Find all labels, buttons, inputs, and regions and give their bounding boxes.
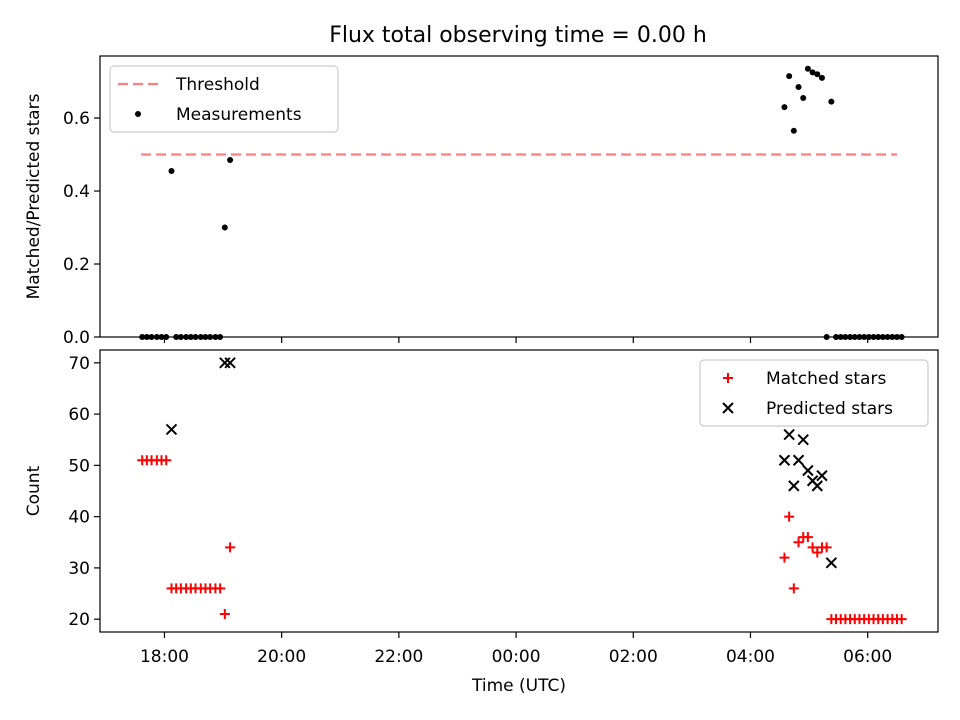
legend-label: Matched stars <box>766 369 886 389</box>
measurement-point <box>804 65 811 72</box>
y-tick-label: 0.0 <box>63 328 90 348</box>
measurement-point <box>786 73 793 80</box>
y-tick-label: 0.6 <box>63 109 90 129</box>
figure-title: Flux total observing time = 0.00 h <box>329 23 707 48</box>
predicted-star-point <box>224 357 236 369</box>
legend-label: Measurements <box>176 105 302 125</box>
legend-measurement-swatch <box>135 111 141 117</box>
measurement-point <box>781 104 788 111</box>
measurement-point <box>221 224 228 231</box>
y-tick-label: 30 <box>68 559 90 579</box>
axes-frame <box>99 55 939 338</box>
predicted-star-point <box>825 557 838 569</box>
legend-label: Predicted stars <box>766 399 893 419</box>
measurement-point <box>800 94 807 101</box>
measurement-point <box>227 157 234 164</box>
lower-plot-panel: 20 30 40 50 60 70 18:00 20:00 22:00 00:00 02:00 04:… <box>24 349 939 696</box>
y-tick-label: 0.4 <box>63 182 90 202</box>
legend-label: Threshold <box>175 75 260 95</box>
x-tick-label: 20:00 <box>257 647 306 667</box>
y-tick-label: 50 <box>68 456 90 476</box>
y-tick-label: 70 <box>68 354 90 374</box>
predicted-star-point <box>802 464 814 477</box>
measurement-point <box>790 127 797 134</box>
axes-frame <box>99 349 939 633</box>
measurement-point <box>828 98 835 105</box>
matched-star-point <box>161 455 172 466</box>
measurement-point <box>168 167 175 174</box>
predicted-star-point <box>778 454 791 466</box>
predicted-star-point <box>792 454 805 466</box>
predicted-star-point <box>816 469 828 482</box>
legend-matched-swatch <box>723 373 733 383</box>
predicted-star-point <box>788 480 800 492</box>
y-axis-label: Matched/Predicted stars <box>24 93 44 299</box>
measurement-point <box>795 84 802 91</box>
x-tick-label: 00:00 <box>492 647 541 667</box>
y-tick-label: 60 <box>68 405 90 425</box>
measurement-point <box>809 69 816 76</box>
x-tick-label: 22:00 <box>374 647 423 667</box>
measurement-point <box>818 74 825 81</box>
matched-star-point <box>784 511 795 522</box>
y-tick-label: 40 <box>68 508 90 528</box>
matched-star-point <box>807 542 818 553</box>
matched-star-point <box>779 552 790 563</box>
legend-box <box>109 65 339 133</box>
y-tick-label: 0.2 <box>63 255 90 275</box>
x-tick-label: 02:00 <box>609 647 658 667</box>
matched-star-point <box>812 547 823 558</box>
predicted-star-point <box>783 428 795 441</box>
matched-star-point <box>788 583 799 594</box>
matched-star-point <box>896 614 907 625</box>
measurement-point <box>814 71 821 78</box>
predicted-star-point <box>811 480 823 492</box>
matched-star-point <box>802 532 813 543</box>
matched-star-point <box>821 542 832 553</box>
legend-box <box>699 359 929 427</box>
matched-star-point <box>793 537 804 548</box>
x-tick-label: 18:00 <box>140 647 189 667</box>
y-tick-label: 20 <box>68 610 90 630</box>
matched-star-point <box>215 583 226 594</box>
x-axis-label: Time (UTC) <box>471 676 566 696</box>
predicted-star-point <box>797 434 809 446</box>
upper-plot-panel: 0.0 0.2 0.4 0.6 Matched/Predicted stars Thres… <box>24 55 939 348</box>
matched-star-point <box>225 542 236 553</box>
legend-predicted-swatch <box>722 402 734 414</box>
x-tick-label: 06:00 <box>843 647 892 667</box>
y-axis-label: Count <box>24 465 44 516</box>
matched-star-point <box>219 609 230 620</box>
predicted-star-point <box>165 423 178 436</box>
x-tick-label: 04:00 <box>726 647 775 667</box>
